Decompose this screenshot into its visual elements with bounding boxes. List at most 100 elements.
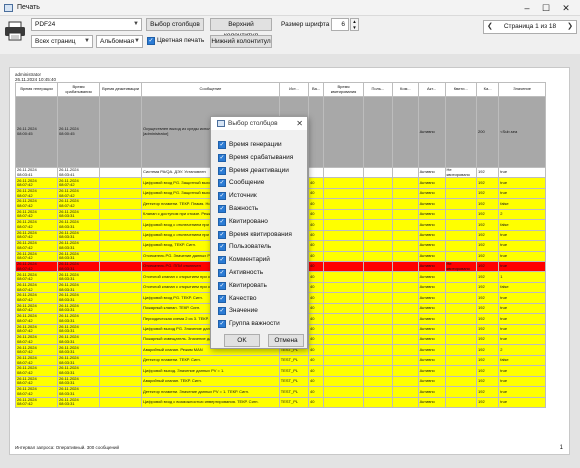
table-cell: [99, 219, 143, 231]
table-cell: [99, 198, 143, 210]
column-option-checkbox[interactable]: ✓: [218, 141, 226, 149]
maximize-button[interactable]: ☐: [541, 3, 551, 13]
column-option-label: Сообщение: [229, 179, 265, 187]
font-size-spinner[interactable]: ▲ ▼: [350, 18, 359, 31]
column-header: Время генерации: [14, 82, 59, 97]
orientation-select[interactable]: Альбомная ▼: [96, 35, 143, 48]
prev-page-button[interactable]: ❮: [487, 23, 493, 30]
table-cell: [323, 198, 364, 210]
table-cell: [444, 375, 478, 388]
column-option-checkbox[interactable]: ✓: [218, 217, 226, 226]
table-cell: [392, 302, 419, 315]
column-option[interactable]: ✓ Важность: [218, 203, 306, 215]
color-print-checkbox[interactable]: ✓: [147, 37, 155, 45]
table-cell: 26.11.2024 08:07:42: [14, 354, 59, 367]
cancel-button[interactable]: Отмена: [268, 334, 304, 347]
table-cell: 40: [307, 219, 325, 231]
table-cell: 40: [307, 208, 325, 221]
print-button[interactable]: [3, 21, 27, 41]
table-cell: 40: [307, 281, 325, 294]
table-cell: Активно: [417, 208, 446, 221]
table-cell: [392, 271, 419, 283]
column-option-checkbox[interactable]: ✓: [218, 320, 226, 329]
column-select-button[interactable]: Выбор столбцов: [146, 18, 204, 31]
table-cell: [392, 313, 419, 325]
column-option-label: Время срабатывания: [229, 153, 294, 161]
table-cell: 192: [476, 344, 500, 356]
table-cell: [444, 313, 478, 325]
column-option-checkbox[interactable]: ✓: [218, 269, 226, 277]
table-cell: Активно: [417, 260, 446, 273]
column-option[interactable]: ✓ Активность: [218, 267, 306, 279]
column-option[interactable]: ✓ Время деактивации: [218, 165, 306, 177]
table-cell: true: [498, 260, 546, 273]
column-option-checkbox[interactable]: ✓: [218, 256, 226, 265]
table-cell: Активно: [417, 219, 446, 231]
column-option[interactable]: ✓ Время генерации: [218, 139, 306, 151]
table-cell: [392, 208, 419, 221]
table-cell: [392, 187, 419, 200]
next-page-button[interactable]: ❯: [567, 23, 573, 30]
close-button[interactable]: ✕: [562, 3, 570, 13]
table-cell: [362, 166, 394, 179]
column-option[interactable]: ✓ Комментарий: [218, 254, 306, 266]
column-option[interactable]: ✓ Сообщение: [218, 177, 306, 189]
ok-button[interactable]: OK: [224, 334, 260, 347]
pages-select-value: Всех страниц: [35, 38, 76, 45]
table-cell: 192: [476, 166, 500, 179]
table-cell: [444, 323, 478, 336]
minimize-button[interactable]: –: [524, 3, 530, 13]
column-option-checkbox[interactable]: ✓: [218, 179, 226, 188]
header-button[interactable]: Верхний колонтитул: [210, 18, 272, 39]
column-option[interactable]: ✓ Значение: [218, 305, 306, 317]
table-cell: 192: [476, 333, 500, 346]
column-option-checkbox[interactable]: ✓: [218, 153, 226, 162]
column-option[interactable]: ✓ Время квитирования: [218, 229, 306, 241]
column-header: Время срабатывания: [57, 82, 101, 97]
column-option-checkbox[interactable]: ✓: [218, 307, 226, 316]
column-option-checkbox[interactable]: ✓: [218, 281, 226, 290]
column-option-checkbox[interactable]: ✓: [218, 230, 226, 239]
column-option[interactable]: ✓ Пользователь: [218, 241, 306, 253]
table-cell: [392, 333, 419, 346]
pages-select[interactable]: Всех страниц ▼: [31, 35, 93, 48]
table-cell: [362, 198, 394, 210]
table-cell: [444, 396, 478, 409]
spin-down-icon[interactable]: ▼: [352, 24, 357, 30]
font-size-label: Размер шрифта: [281, 21, 330, 28]
table-cell: 40: [307, 302, 325, 315]
dialog-close-button[interactable]: ✕: [296, 119, 303, 128]
column-option[interactable]: ✓ Качество: [218, 293, 306, 305]
table-cell: 26.11.2024 08:00:45: [14, 96, 59, 168]
column-option[interactable]: ✓ Источник: [218, 190, 306, 202]
column-option[interactable]: ✓ Время срабатывания: [218, 152, 306, 164]
report-header: administrator 26.11.2024 10:45:40: [15, 72, 56, 82]
column-option[interactable]: ✓ Квитировано: [218, 216, 306, 228]
table-cell: 26.11.2024 08:07:42: [14, 375, 59, 388]
column-option[interactable]: ✓ Квитировать: [218, 280, 306, 292]
table-cell: 200: [476, 96, 500, 168]
table-cell: [99, 375, 143, 388]
column-option-checkbox[interactable]: ✓: [218, 294, 226, 303]
table-cell: 26.11.2024 08:03:31: [57, 229, 101, 242]
table-cell: [99, 208, 143, 221]
column-option-checkbox[interactable]: ✓: [218, 166, 226, 175]
column-option[interactable]: ✓ Группа важности: [218, 318, 306, 330]
table-cell: [362, 365, 394, 377]
spin-up-icon[interactable]: ▲: [352, 19, 357, 24]
table-cell: 26.11.2024 08:07:42: [14, 323, 59, 336]
printer-select[interactable]: PDF24 ▼: [31, 18, 142, 31]
table-cell: TEST_PL: [278, 365, 309, 377]
table-cell: true: [498, 250, 546, 262]
font-size-input[interactable]: 6: [331, 18, 349, 31]
table-cell: true: [498, 187, 546, 200]
table-cell: false: [498, 281, 546, 294]
footer-button[interactable]: Нижний колонтитул: [210, 35, 272, 48]
dialog-title: Выбор столбцов: [228, 120, 278, 127]
column-option-checkbox[interactable]: ✓: [218, 205, 226, 213]
page-navigator: ❮ Страница 1 из 18 ❯: [483, 20, 577, 34]
table-cell: [362, 292, 394, 304]
column-option-checkbox[interactable]: ✓: [218, 192, 226, 201]
column-option-checkbox[interactable]: ✓: [218, 243, 226, 252]
table-cell: 26.11.2024 08:07:42: [57, 177, 101, 189]
